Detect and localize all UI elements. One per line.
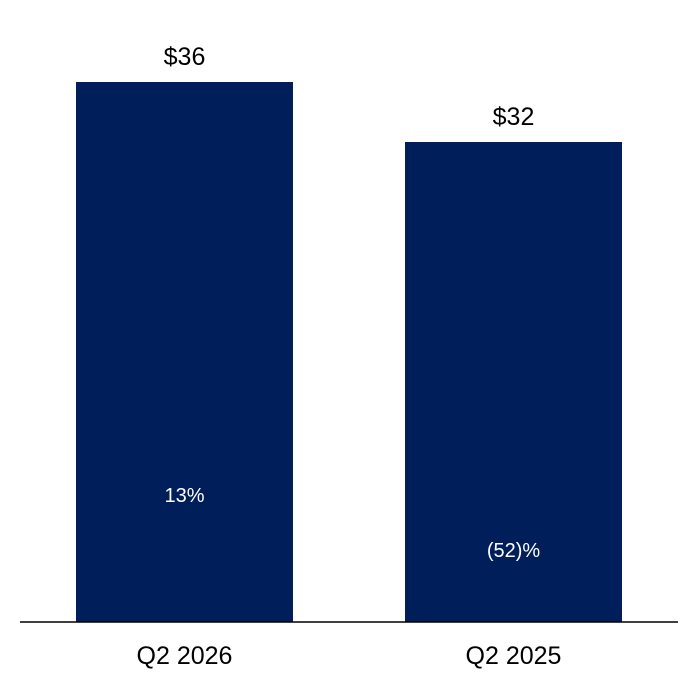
x-tick-label-0: Q2 2026 <box>137 642 233 670</box>
bar-1 <box>405 142 622 622</box>
labels-layer: $36 13% $32 (52)% <box>164 43 541 562</box>
value-label-0: $36 <box>164 43 206 71</box>
bars-layer <box>76 82 622 622</box>
value-label-1: $32 <box>493 103 535 131</box>
x-tick-label-1: Q2 2025 <box>466 642 562 670</box>
growth-label-1: (52)% <box>487 540 541 562</box>
x-axis-ticks: Q2 2026 Q2 2025 <box>137 642 562 670</box>
growth-label-0: 13% <box>164 485 204 507</box>
bar-0 <box>76 82 293 622</box>
